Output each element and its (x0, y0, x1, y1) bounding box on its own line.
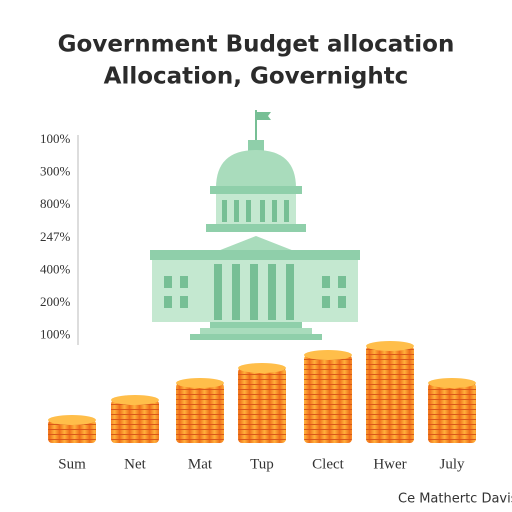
axis-label: 800% (40, 196, 71, 211)
title-line: Government Budget allocation (58, 32, 455, 58)
credit: Ce Mathertc Davis (398, 492, 512, 507)
axis-label: 200% (40, 294, 71, 309)
title-line: Allocation, Governightc (104, 64, 409, 90)
category-label: Hwer (373, 456, 406, 472)
axis-label: 247% (40, 229, 71, 244)
category-label: Tup (250, 456, 274, 472)
coin-stacks (48, 341, 476, 443)
axis-label: 400% (40, 261, 71, 276)
axis-label: 300% (40, 164, 71, 179)
category-label: Sum (58, 456, 86, 472)
axis-label: 100% (40, 131, 71, 146)
category-label: July (439, 456, 465, 472)
category-label: Net (124, 456, 146, 472)
title-block: Government Budget allocation Allocation, … (58, 32, 455, 90)
capitol (150, 110, 360, 340)
category-label: Clect (312, 456, 344, 472)
category-labels: Sum Net Mat Tup Clect Hwer July (58, 456, 465, 472)
axis-label: 100% (40, 327, 71, 342)
category-label: Mat (188, 456, 213, 472)
axis-labels: 100% 300% 800% 247% 400% 200% 100% (40, 131, 71, 342)
